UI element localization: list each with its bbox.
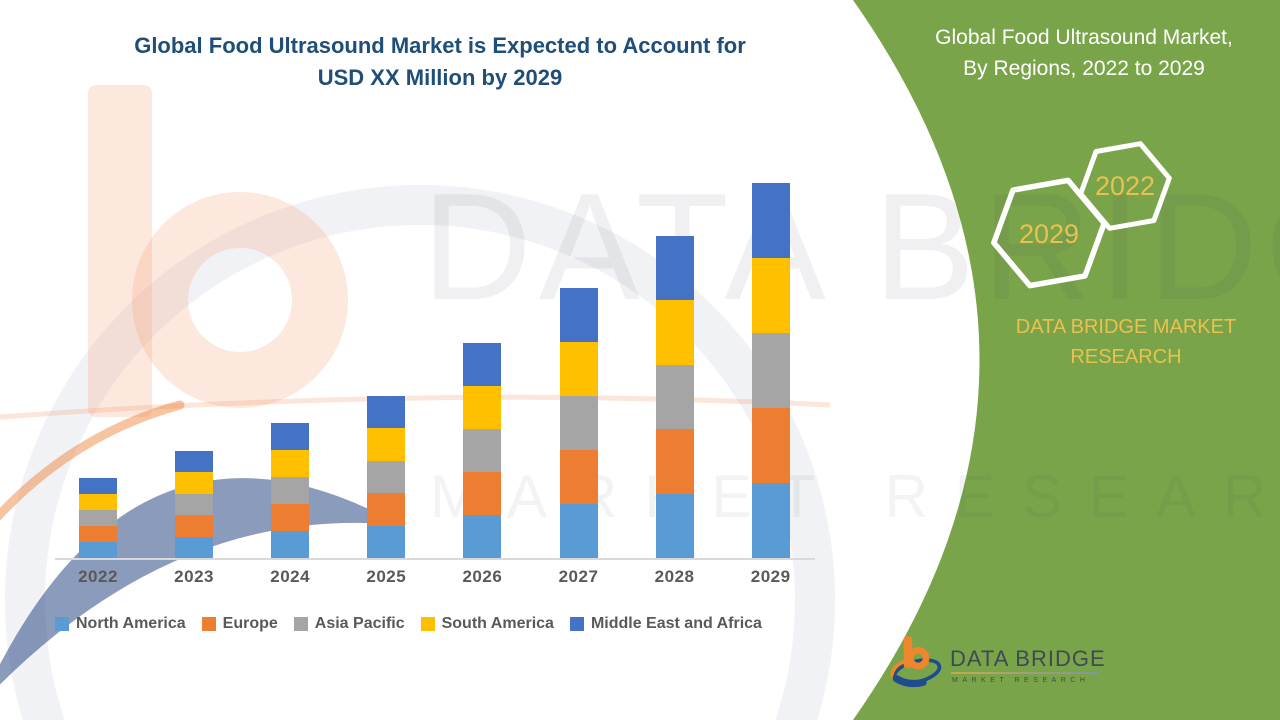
x-tick-2023: 2023: [174, 567, 214, 586]
hexagon-badges: 2029 2022: [991, 141, 1172, 289]
legend-label: North America: [76, 615, 186, 632]
segment-2023-north-america: [175, 536, 214, 558]
segment-2027-middle-east-and-africa: [559, 288, 598, 342]
footer-logo-rule: [951, 672, 1099, 674]
legend-item-middle-east-and-africa: Middle East and Africa: [569, 615, 762, 633]
legend-swatch: [55, 617, 69, 631]
segment-2029-north-america: [751, 483, 790, 558]
legend-label: Asia Pacific: [314, 615, 405, 632]
brand-line2: RESEARCH: [1070, 346, 1182, 368]
segment-2024-middle-east-and-africa: [271, 423, 310, 450]
bar-2023: [175, 450, 214, 558]
legend-swatch: [420, 617, 435, 631]
legend-item-asia-pacific: Asia Pacific: [293, 615, 405, 633]
segment-2023-middle-east-and-africa: [175, 450, 214, 472]
legend: North America Europe Asia Pacific South Ame…: [55, 615, 855, 633]
segment-2026-north-america: [463, 515, 502, 558]
segment-2025-middle-east-and-africa: [367, 395, 406, 428]
bar-2026: [463, 343, 502, 558]
segment-2022-middle-east-and-africa: [79, 478, 117, 494]
segment-2027-europe: [559, 450, 598, 504]
brand-line1: DATA BRIDGE MARKET: [1015, 316, 1237, 338]
logo-b-bowl: [907, 646, 930, 670]
segment-2022-north-america: [79, 542, 117, 558]
stacked-bar-chart: 2022 2023 2024 2025 2026 2027 2028 2029: [55, 100, 815, 586]
segment-2025-asia-pacific: [367, 460, 406, 493]
segment-2026-south-america: [463, 386, 502, 429]
segment-2024-north-america: [271, 531, 310, 558]
hexagon-2022-label: 2022: [1095, 171, 1155, 201]
segment-2024-south-america: [271, 450, 310, 477]
segment-2024-asia-pacific: [271, 477, 310, 504]
segment-2026-europe: [463, 472, 502, 515]
bar-2028: [655, 235, 694, 558]
segment-2027-north-america: [559, 504, 598, 558]
x-tick-2025: 2025: [366, 567, 407, 586]
segment-2028-middle-east-and-africa: [655, 235, 694, 300]
bar-2022: [79, 478, 117, 558]
page-title-line2: USD XX Million by 2029: [317, 65, 563, 90]
footer-logo-subtitle: MARKET RESEARCH: [952, 677, 1090, 684]
segment-2027-south-america: [559, 342, 598, 396]
segment-2026-middle-east-and-africa: [463, 343, 502, 386]
segment-2025-south-america: [367, 428, 406, 461]
segment-2029-europe: [751, 408, 790, 483]
bar-2029: [751, 183, 790, 558]
legend-item-north-america: North America: [55, 615, 186, 633]
legend-item-south-america: South America: [420, 615, 554, 633]
segment-2023-south-america: [175, 472, 214, 494]
segment-2029-middle-east-and-africa: [751, 183, 790, 258]
legend-label: Middle East and Africa: [590, 615, 762, 632]
segment-2025-north-america: [367, 525, 406, 558]
x-tick-2028: 2028: [654, 567, 695, 586]
segment-2028-europe: [655, 429, 694, 494]
legend-swatch: [293, 617, 308, 631]
segment-2023-asia-pacific: [175, 493, 214, 515]
segment-2023-europe: [175, 515, 214, 537]
segment-2022-asia-pacific: [79, 510, 117, 526]
segment-2029-asia-pacific: [751, 333, 790, 408]
segment-2029-south-america: [751, 258, 790, 333]
segment-2024-europe: [271, 504, 310, 531]
legend-item-europe: Europe: [201, 615, 278, 633]
footer-logo-name: DATA BRIDGE: [950, 646, 1106, 671]
bar-2025: [367, 395, 406, 558]
x-tick-2027: 2027: [558, 567, 599, 586]
segment-2022-europe: [79, 526, 117, 542]
hexagon-2029-label: 2029: [1019, 219, 1079, 249]
segment-2028-south-america: [655, 300, 694, 365]
side-panel-title-line1: Global Food Ultrasound Market,: [935, 26, 1233, 49]
side-panel-title: Global Food Ultrasound Market, By Region…: [896, 22, 1272, 84]
segment-2025-europe: [367, 493, 406, 526]
legend-swatch: [201, 617, 216, 631]
segment-2028-north-america: [655, 493, 694, 558]
segment-2022-south-america: [79, 494, 117, 510]
x-tick-2022: 2022: [78, 567, 118, 586]
brand-wordmark: DATA BRIDGE MARKET RESEARCH: [958, 312, 1280, 372]
legend-label: South America: [441, 615, 554, 632]
page-title-line1: Global Food Ultrasound Market is Expecte…: [134, 33, 746, 58]
page-title: Global Food Ultrasound Market is Expecte…: [60, 30, 820, 94]
segment-2028-asia-pacific: [655, 364, 694, 429]
side-panel-title-line2: By Regions, 2022 to 2029: [963, 57, 1205, 80]
segment-2026-asia-pacific: [463, 429, 502, 472]
x-tick-2024: 2024: [270, 567, 311, 586]
footer-logo: DATA BRIDGE MARKET RESEARCH: [888, 630, 1118, 705]
legend-label: Europe: [222, 615, 278, 632]
data-bridge-logo-icon: [889, 636, 942, 688]
bar-2027: [559, 288, 598, 558]
legend-swatch: [569, 617, 584, 631]
bar-2024: [271, 423, 310, 558]
logo-swoosh-crescent: [892, 675, 927, 688]
x-tick-2026: 2026: [462, 567, 503, 586]
x-tick-2029: 2029: [750, 567, 791, 586]
segment-2027-asia-pacific: [559, 396, 598, 450]
